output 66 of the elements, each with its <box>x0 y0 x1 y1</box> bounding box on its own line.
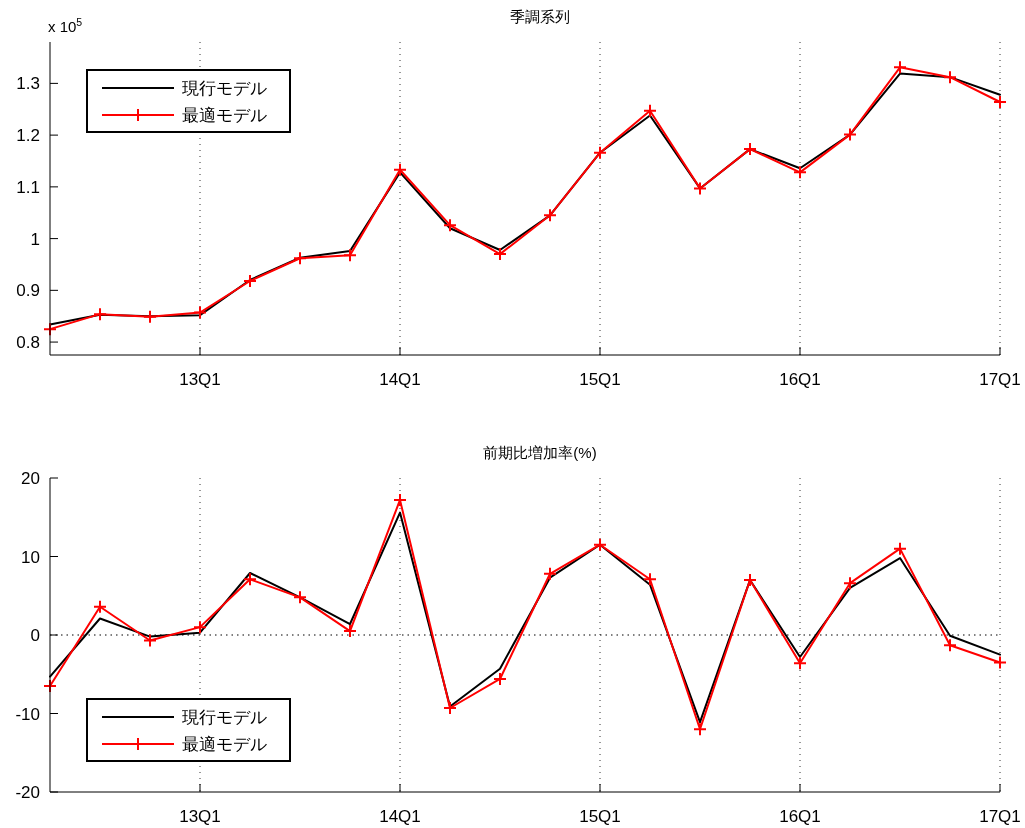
point <box>393 162 407 177</box>
point <box>493 671 507 686</box>
point <box>993 95 1007 110</box>
point <box>543 566 557 581</box>
point <box>343 624 357 639</box>
point <box>443 218 457 233</box>
y-tick-label: 0.8 <box>16 333 40 353</box>
y-tick-label: 1.2 <box>16 126 40 146</box>
y-tick-label: 10 <box>21 547 40 567</box>
x-tick-label: 14Q1 <box>379 370 421 389</box>
x-tick-label: 13Q1 <box>179 370 221 389</box>
point <box>743 573 757 588</box>
text: x 10$^{5}$ <box>48 16 83 35</box>
point <box>93 307 107 322</box>
point <box>843 576 857 591</box>
y-tick-label: 1.3 <box>16 74 40 94</box>
chart-title: 季調系列 <box>510 8 570 25</box>
legend-label: 現行モデル <box>182 708 267 727</box>
point <box>743 142 757 157</box>
point <box>693 181 707 196</box>
point <box>293 251 307 266</box>
point <box>993 655 1007 670</box>
point <box>343 248 357 263</box>
point <box>693 722 707 737</box>
point <box>243 572 257 587</box>
point <box>893 60 907 75</box>
y-tick-label: 0.9 <box>16 281 40 301</box>
x-tick-label: 13Q1 <box>179 807 221 826</box>
point <box>593 145 607 160</box>
y-tick-label: 1 <box>30 229 40 249</box>
point <box>793 165 807 180</box>
point <box>643 572 657 587</box>
legend-label: 現行モデル <box>182 79 267 98</box>
point <box>543 208 557 223</box>
point <box>93 599 107 614</box>
point <box>143 309 157 324</box>
point <box>143 633 157 648</box>
y-tick-label: -10 <box>15 704 40 724</box>
point <box>293 590 307 605</box>
legend-label: 最適モデル <box>182 106 267 125</box>
point <box>243 274 257 289</box>
point <box>943 638 957 653</box>
y-tick-label: 20 <box>21 469 40 488</box>
point <box>793 656 807 671</box>
x-tick-label: 17Q1 <box>979 807 1021 826</box>
y-tick-label: -20 <box>15 783 40 802</box>
y-tick-label: 0 <box>30 626 40 645</box>
x-tick-label: 17Q1 <box>979 370 1021 389</box>
point <box>493 247 507 262</box>
point <box>943 70 957 85</box>
point <box>193 305 207 320</box>
point <box>593 537 607 552</box>
point <box>193 620 207 635</box>
point <box>393 492 407 507</box>
x-tick-label: 16Q1 <box>779 370 821 389</box>
x-tick-label: 15Q1 <box>579 807 621 826</box>
y-tick-label: 1.1 <box>16 177 40 197</box>
x-tick-label: 16Q1 <box>779 807 821 826</box>
point <box>893 541 907 556</box>
point <box>443 701 457 716</box>
point <box>643 103 657 118</box>
x-tick-label: 14Q1 <box>379 807 421 826</box>
legend-label: 最適モデル <box>182 735 267 754</box>
point <box>843 127 857 142</box>
chart-title: 前期比増加率(%) <box>483 444 597 461</box>
x-tick-label: 15Q1 <box>579 370 621 389</box>
